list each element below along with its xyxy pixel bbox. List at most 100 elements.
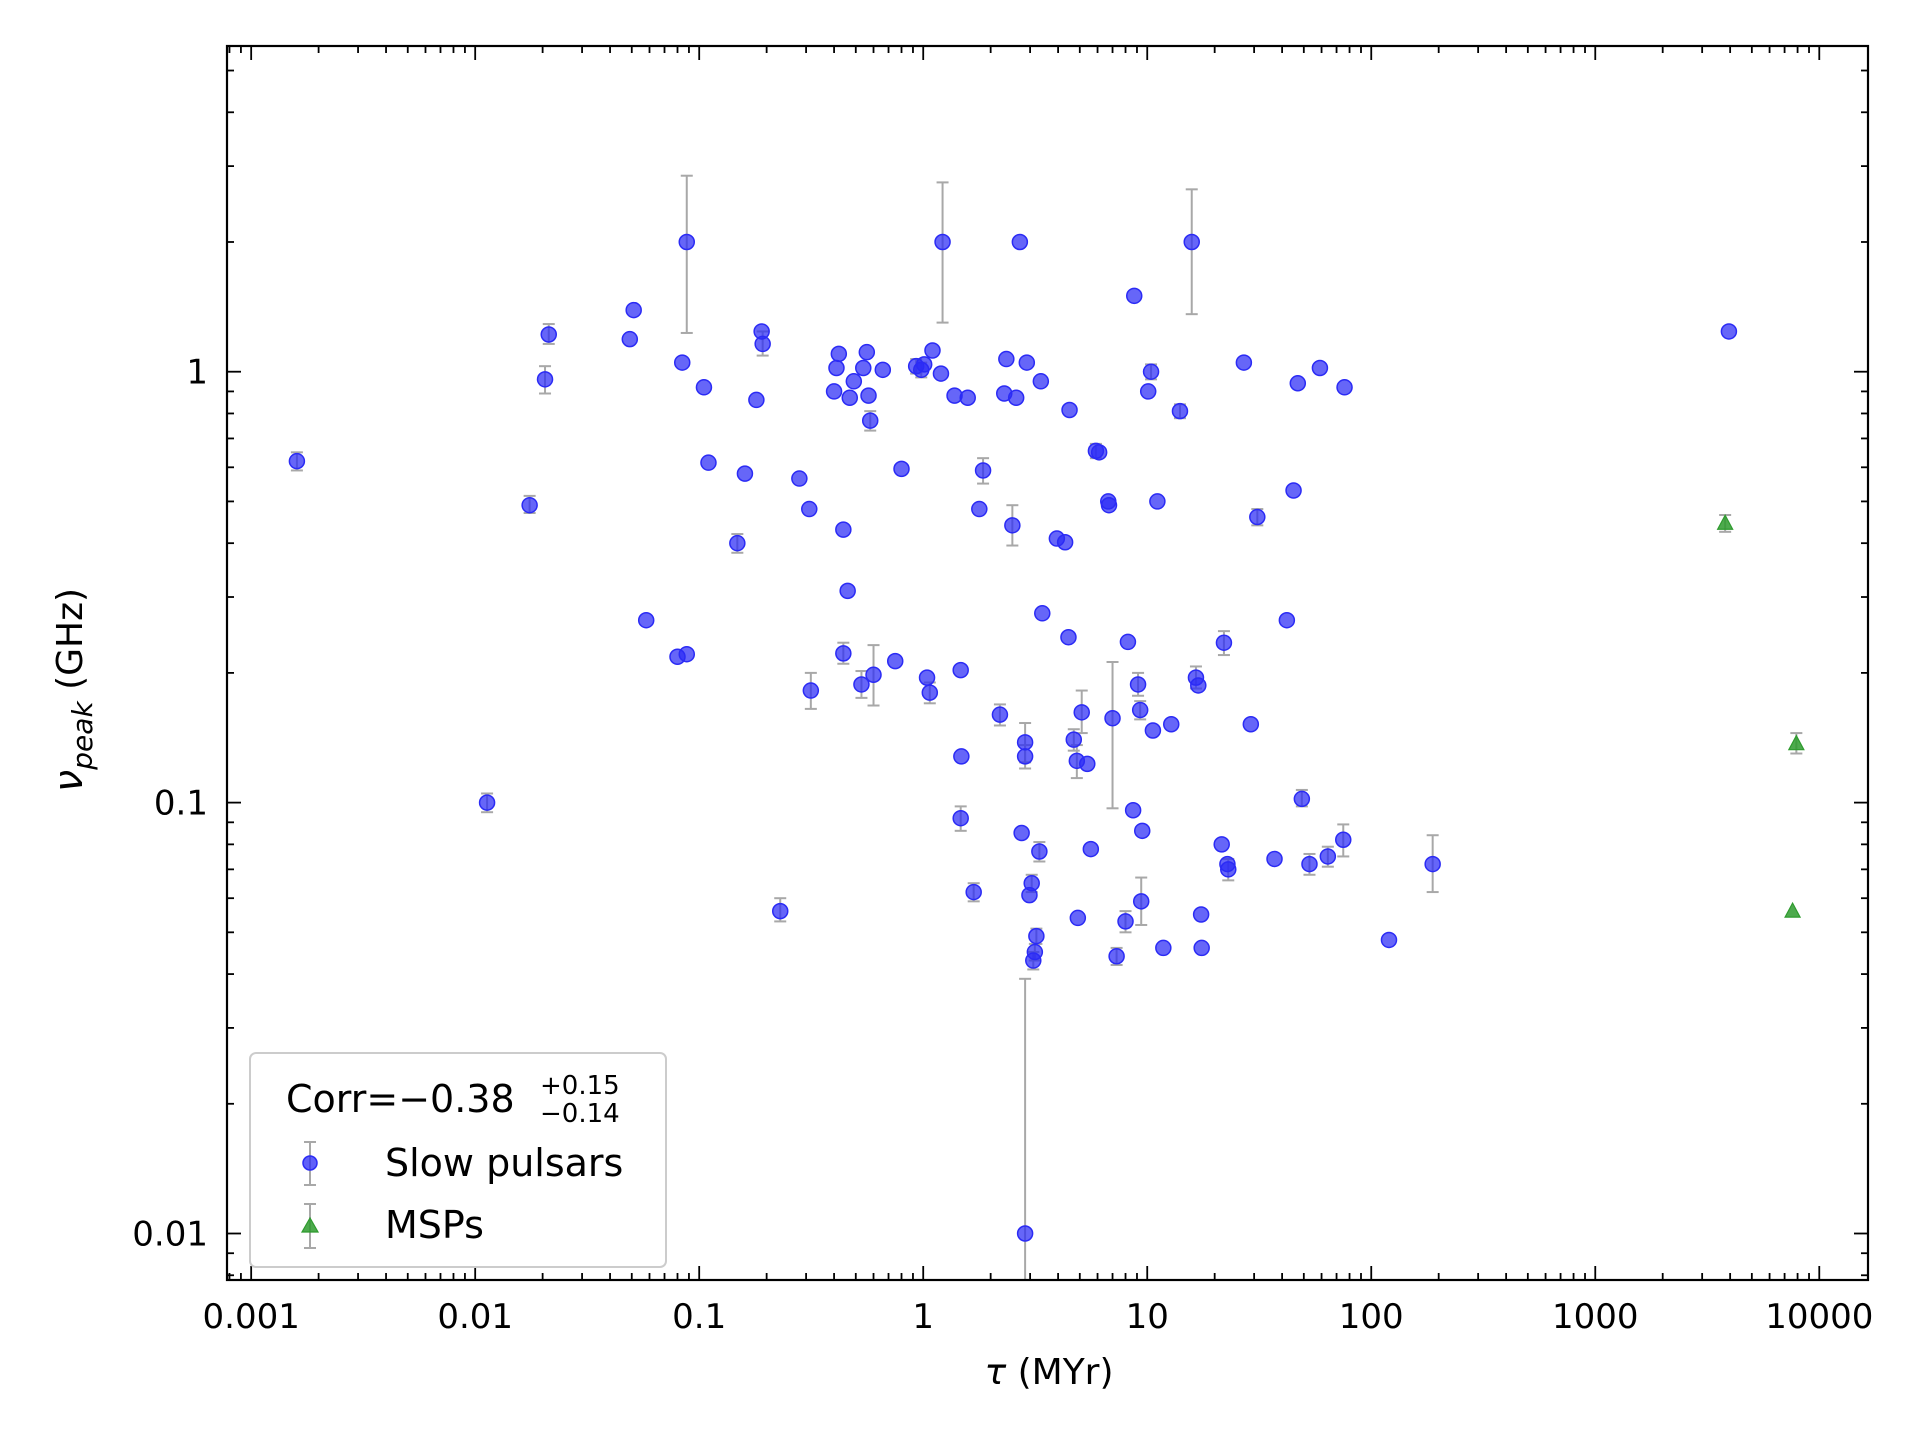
data-point-slow-pulsars [1171, 402, 1189, 420]
x-tick-label: 0.01 [437, 1297, 513, 1337]
legend-title-sub: −0.14 [540, 1099, 620, 1129]
data-point-msps [1784, 901, 1802, 918]
data-point-slow-pulsars [1133, 822, 1151, 840]
data-point-slow-pulsars [1060, 628, 1077, 646]
data-point-slow-pulsars [1424, 855, 1441, 873]
data-point-slow-pulsars [1215, 634, 1233, 651]
data-point-slow-pulsars [1380, 931, 1398, 949]
x-tick-label: 0.1 [672, 1297, 726, 1337]
data-point-slow-pulsars [1278, 611, 1296, 629]
data-point-slow-pulsars [1011, 233, 1029, 251]
data-point-slow-pulsars [521, 496, 538, 514]
data-point-slow-pulsars [1004, 517, 1021, 534]
x-tick-label: 10000 [1765, 1297, 1873, 1337]
data-point-slow-pulsars [771, 902, 789, 920]
data-point-slow-pulsars [1069, 909, 1087, 927]
data-point-slow-pulsars [1319, 848, 1337, 865]
data-point-slow-pulsars [1018, 354, 1036, 371]
data-point-slow-pulsars [841, 389, 859, 407]
x-tick-label: 1 [912, 1297, 934, 1337]
data-point-slow-pulsars [1193, 939, 1210, 957]
data-point-slow-pulsars [918, 669, 936, 686]
data-point-slow-pulsars [1301, 855, 1318, 873]
data-point-slow-pulsars [1289, 375, 1307, 392]
data-point-slow-pulsars [1144, 722, 1162, 739]
data-point-slow-pulsars [1220, 861, 1237, 878]
data-point-slow-pulsars [1108, 947, 1125, 965]
legend-label-slow-pulsars: Slow pulsars [385, 1141, 623, 1185]
data-point-slow-pulsars [965, 883, 982, 901]
data-point-slow-pulsars [874, 361, 892, 379]
data-point-slow-pulsars [959, 389, 976, 407]
data-point-slow-pulsars [637, 611, 655, 629]
data-point-slow-pulsars [1249, 508, 1266, 526]
data-point-slow-pulsars [1124, 801, 1142, 819]
data-point-slow-pulsars [754, 335, 771, 353]
data-point-slow-pulsars [1139, 383, 1157, 400]
x-tick-label: 0.001 [203, 1297, 300, 1337]
data-point-slow-pulsars [1155, 939, 1172, 957]
data-point-slow-pulsars [855, 359, 872, 377]
legend-title-main: Corr=−0.38 [286, 1077, 515, 1121]
data-point-slow-pulsars [861, 412, 879, 429]
data-point-slow-pulsars [1149, 493, 1166, 510]
data-point-slow-pulsars [1016, 734, 1034, 751]
data-point-slow-pulsars [678, 645, 696, 663]
x-tick-label: 10 [1126, 1297, 1169, 1337]
data-point-slow-pulsars [893, 460, 910, 478]
data-point-slow-pulsars [1065, 731, 1083, 748]
legend-box [249, 1052, 667, 1268]
data-point-slow-pulsars [1293, 790, 1311, 808]
data-point-slow-pulsars [991, 706, 1009, 723]
data-point-slow-pulsars [1079, 755, 1096, 773]
data-point-slow-pulsars [1023, 874, 1040, 892]
y-tick-label: 0.01 [132, 1215, 208, 1255]
data-point-slow-pulsars [845, 373, 863, 390]
data-point-slow-pulsars [1016, 1225, 1034, 1242]
data-point-slow-pulsars [860, 387, 877, 404]
data-point-slow-pulsars [1082, 840, 1100, 858]
data-point-slow-pulsars [865, 666, 882, 684]
data-point-slow-pulsars [934, 233, 951, 251]
data-point-slow-pulsars [971, 500, 988, 518]
data-point-slow-pulsars [540, 326, 557, 343]
data-point-slow-pulsars [802, 682, 820, 699]
data-point-slow-pulsars [1032, 373, 1050, 390]
data-point-slow-pulsars [1129, 676, 1147, 693]
data-point-slow-pulsars [932, 365, 950, 382]
legend: Corr=−0.38 +0.15 −0.14 Slow pulsars MSPs [249, 1052, 667, 1268]
data-point-slow-pulsars [1026, 943, 1044, 961]
data-points [288, 233, 1805, 1242]
data-point-slow-pulsars [952, 661, 969, 679]
data-point-slow-pulsars [1336, 379, 1353, 396]
data-point-slow-pulsars [835, 645, 852, 662]
data-point-slow-pulsars [1056, 533, 1074, 551]
data-point-slow-pulsars [953, 748, 970, 765]
x-tick-label: 100 [1339, 1297, 1404, 1337]
data-point-msps [1787, 734, 1805, 751]
data-point-slow-pulsars [621, 330, 639, 348]
data-point-slow-pulsars [998, 350, 1015, 368]
data-point-slow-pulsars [1183, 233, 1200, 251]
legend-marker-msps [300, 1216, 320, 1233]
data-point-slow-pulsars [1028, 927, 1045, 945]
data-point-slow-pulsars [1131, 701, 1149, 719]
data-point-slow-pulsars [1016, 748, 1034, 765]
data-point-slow-pulsars [825, 383, 843, 400]
y-tick-label: 1 [186, 353, 208, 393]
data-point-slow-pulsars [1190, 677, 1207, 694]
data-point-slow-pulsars [1192, 906, 1210, 923]
data-point-slow-pulsars [1266, 850, 1283, 868]
data-point-slow-pulsars [1335, 831, 1352, 848]
legend-entry-msps: MSPs [300, 1203, 484, 1249]
data-point-msps [1716, 513, 1734, 530]
data-point-slow-pulsars [748, 391, 765, 409]
data-point-slow-pulsars [1061, 401, 1078, 419]
data-point-slow-pulsars [1163, 715, 1180, 733]
legend-title: Corr=−0.38 [286, 1077, 515, 1121]
data-point-slow-pulsars [952, 809, 969, 827]
data-point-slow-pulsars [1034, 605, 1051, 622]
data-point-slow-pulsars [1235, 354, 1253, 371]
data-point-slow-pulsars [478, 794, 496, 811]
